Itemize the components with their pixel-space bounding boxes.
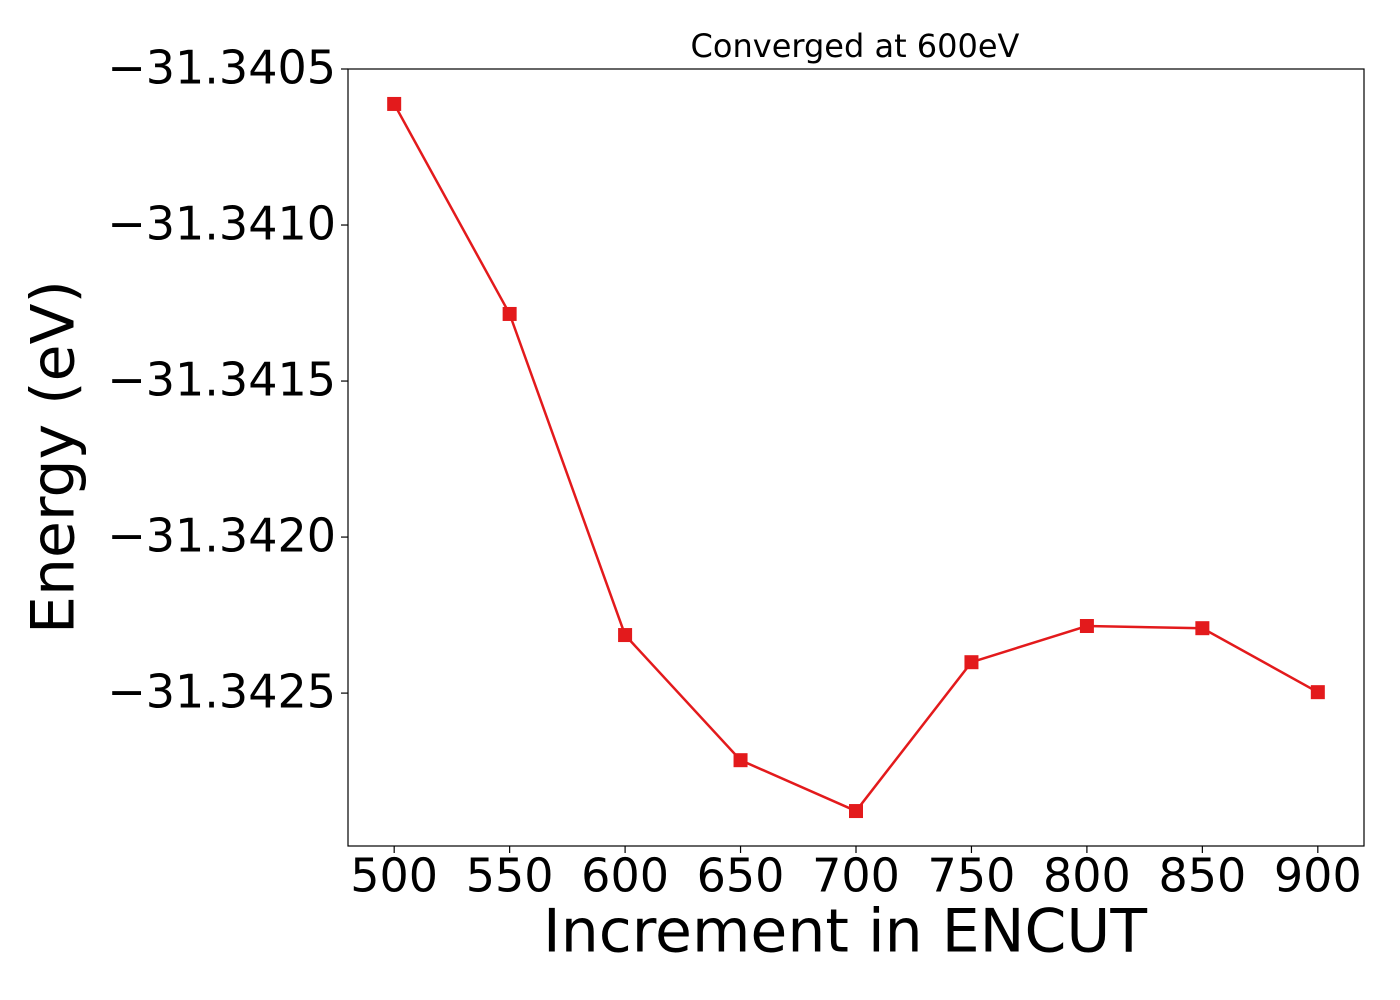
x-tick-label: 750 <box>928 849 1016 903</box>
data-point <box>849 804 863 819</box>
data-point <box>618 628 633 643</box>
x-tick-label: 800 <box>1043 849 1131 903</box>
chart-title: Converged at 600eV <box>691 27 1020 65</box>
x-tick-label: 700 <box>812 849 900 903</box>
x-tick-label: 850 <box>1158 849 1246 903</box>
x-tick-label: 500 <box>350 849 438 903</box>
data-point <box>1310 685 1325 700</box>
data-point <box>964 655 979 670</box>
y-tick-label: −31.3420 <box>107 509 336 563</box>
data-point <box>502 306 517 321</box>
y-tick-label: −31.3405 <box>107 41 336 95</box>
x-tick-label: 600 <box>581 849 669 903</box>
y-tick-label: −31.3410 <box>107 197 336 251</box>
data-point <box>733 753 748 768</box>
y-tick-label: −31.3415 <box>107 353 336 407</box>
x-axis-label: Increment in ENCUT <box>543 897 1147 967</box>
x-tick-label: 650 <box>697 849 785 903</box>
y-axis-label: Energy (eV) <box>19 280 89 634</box>
x-tick-label: 550 <box>466 849 554 903</box>
data-point <box>387 96 402 111</box>
data-point <box>1195 621 1210 636</box>
y-tick-label: −31.3425 <box>107 665 336 719</box>
x-tick-label: 900 <box>1274 849 1362 903</box>
data-point <box>1079 619 1094 634</box>
